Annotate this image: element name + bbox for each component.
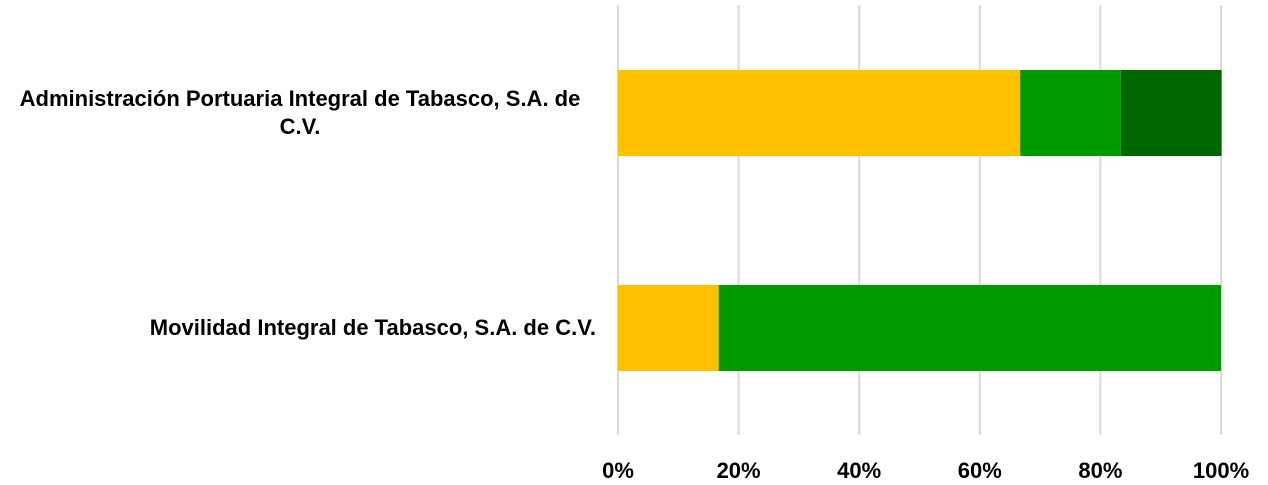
x-tick-label: 20% [717,458,761,483]
bar-segment [618,70,1021,156]
x-tick-label: 0% [602,458,634,483]
y-tick-label: Movilidad Integral de Tabasco, S.A. de C… [149,315,596,340]
x-tick-label: 80% [1078,458,1122,483]
category-label-box: Movilidad Integral de Tabasco, S.A. de C… [0,288,596,368]
x-tick-label: 60% [958,458,1002,483]
y-tick-label: Administración Portuaria Integral de Tab… [19,86,581,139]
category-label-box: Administración Portuaria Integral de Tab… [0,73,596,153]
bar-segment [1120,70,1222,156]
x-tick-label: 100% [1193,458,1249,483]
bar-segment [1020,70,1121,156]
bar-segment [618,285,719,371]
x-tick-label: 40% [837,458,881,483]
bar-segment [718,285,1221,371]
